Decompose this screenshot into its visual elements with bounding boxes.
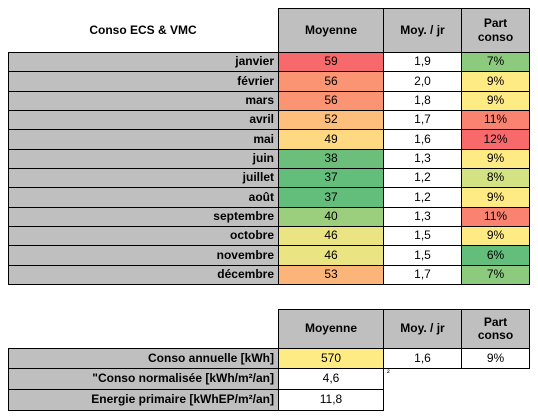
moyenne-cell: 46 — [278, 245, 384, 266]
month-label: octobre — [8, 226, 279, 246]
moy-jr-cell: 1,2 — [383, 187, 462, 208]
moyenne-cell: 56 — [278, 71, 384, 92]
moyenne-cell: 49 — [278, 129, 384, 150]
moyenne-cell: 37 — [278, 168, 384, 188]
month-label: mai — [8, 129, 279, 150]
moy-jr-cell: 1,5 — [383, 226, 462, 246]
moyenne-cell: 37 — [278, 187, 384, 208]
moyenne-cell: 56 — [278, 91, 384, 111]
month-label: mars — [8, 91, 279, 111]
moy-jr-cell: 1,9 — [383, 52, 462, 72]
normalized-consumption-label: "Conso normalisée [kWh/m²/an] — [8, 368, 279, 390]
part-conso-cell: 11% — [461, 110, 530, 130]
month-label: janvier — [8, 52, 279, 72]
month-label: décembre — [8, 265, 279, 285]
part-conso-cell: 7% — [461, 265, 530, 285]
header-part-conso: Part conso — [461, 8, 530, 53]
header-moyenne: Moyenne — [278, 8, 384, 53]
part-conso-cell: 7% — [461, 52, 530, 72]
moy-jr-cell: 1,6 — [383, 129, 462, 150]
moyenne-cell: 59 — [278, 52, 384, 72]
moyenne-cell: 53 — [278, 265, 384, 285]
moyenne-cell: 40 — [278, 207, 384, 227]
moy-jr-cell: 2,0 — [383, 71, 462, 92]
part-conso-cell: 12% — [461, 129, 530, 150]
moy-jr-cell: 1,7 — [383, 110, 462, 130]
part-conso-cell: 11% — [461, 207, 530, 227]
summary-header-part-conso: Part conso — [461, 309, 530, 349]
part-conso-cell: 9% — [461, 71, 530, 92]
moyenne-cell: 52 — [278, 110, 384, 130]
moy-jr-cell: 1,3 — [383, 207, 462, 227]
month-label: septembre — [8, 207, 279, 227]
moyenne-cell: 46 — [278, 226, 384, 246]
month-label: juillet — [8, 168, 279, 188]
part-conso-cell: 8% — [461, 168, 530, 188]
month-label: juin — [8, 149, 279, 169]
part-conso-cell: 6% — [461, 245, 530, 266]
month-label: février — [8, 71, 279, 92]
month-label: avril — [8, 110, 279, 130]
header-moy-jr: Moy. / jr — [383, 8, 462, 53]
month-label: août — [8, 187, 279, 208]
normalized-consumption-value: 4,6 — [278, 368, 384, 390]
primary-energy-value: 11,8 — [278, 389, 384, 411]
part-conso-cell: 9% — [461, 149, 530, 169]
moy-jr-cell: 1,3 — [383, 149, 462, 169]
primary-energy-label: Energie primaire [kWhEP/m²/an] — [8, 389, 279, 411]
annual-part-value: 9% — [461, 348, 530, 369]
annual-consumption-label: Conso annuelle [kWh] — [8, 348, 279, 369]
annual-moyenne-value: 570 — [278, 348, 384, 369]
part-conso-cell: 9% — [461, 226, 530, 246]
part-conso-cell: 9% — [461, 91, 530, 111]
summary-header-moy-jr: Moy. / jr — [383, 309, 462, 349]
moyenne-cell: 38 — [278, 149, 384, 169]
moy-jr-cell: 1,5 — [383, 245, 462, 266]
superscript-note: ² — [387, 368, 390, 377]
month-label: novembre — [8, 245, 279, 266]
table-title: Conso ECS & VMC — [89, 23, 197, 37]
part-conso-cell: 9% — [461, 187, 530, 208]
moy-jr-cell: 1,7 — [383, 265, 462, 285]
annual-moy-jr-value: 1,6 — [383, 348, 462, 369]
moy-jr-cell: 1,8 — [383, 91, 462, 111]
summary-header-moyenne: Moyenne — [278, 309, 384, 349]
moy-jr-cell: 1,2 — [383, 168, 462, 188]
